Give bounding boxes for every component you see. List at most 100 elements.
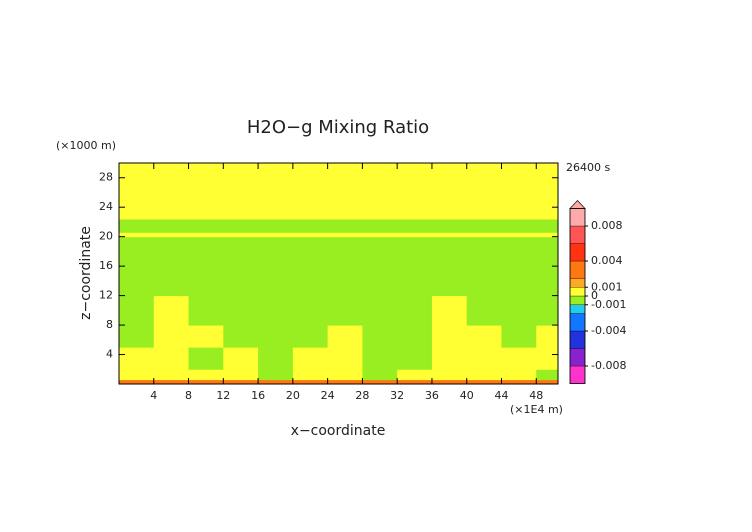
cell: [258, 218, 294, 233]
colorbar-swatch: [569, 365, 586, 384]
chart-title: H2O−g Mixing Ratio: [247, 117, 429, 138]
cell: [362, 232, 398, 238]
cell: [188, 325, 224, 348]
cell: [501, 295, 537, 326]
cell: [223, 236, 259, 297]
cell: [362, 347, 398, 370]
cell: [431, 379, 468, 385]
cell: [258, 325, 294, 348]
colorbar-swatch: [569, 225, 586, 244]
y-tick-label: 20: [99, 230, 113, 243]
cell: [188, 163, 224, 220]
cell: [258, 236, 294, 297]
cell: [292, 347, 329, 370]
colorbar-tick-label: 0: [591, 289, 598, 302]
cell: [536, 325, 559, 348]
cell: [397, 295, 433, 326]
cell: [397, 163, 433, 220]
cell: [119, 218, 155, 233]
x-tick-label: 8: [185, 389, 192, 402]
cell: [223, 232, 259, 238]
cell: [536, 218, 559, 233]
cell: [397, 347, 433, 370]
y-unit: (×1000 m): [56, 139, 116, 152]
cell: [258, 295, 294, 326]
x-tick-label: 12: [216, 389, 230, 402]
cell: [466, 295, 502, 326]
cell: [119, 369, 155, 381]
x-tick-label: 44: [494, 389, 508, 402]
cell: [362, 325, 398, 348]
cell: [431, 236, 468, 297]
cell: [258, 163, 294, 220]
cell: [397, 232, 433, 238]
colorbar-tick-label: 0.004: [591, 254, 623, 267]
cell: [431, 325, 468, 348]
cell: [397, 369, 433, 381]
cell: [188, 218, 224, 233]
cell: [431, 163, 468, 220]
cell: [501, 163, 537, 220]
cell: [431, 369, 468, 381]
x-tick-label: 4: [150, 389, 157, 402]
cell: [119, 347, 155, 370]
time-label: 26400 s: [566, 161, 610, 174]
cell: [536, 379, 559, 385]
x-tick-label: 28: [355, 389, 369, 402]
colorbar-tick-label: -0.001: [591, 298, 626, 311]
cell: [153, 379, 190, 385]
colorbar-tick-label: 0.008: [591, 219, 623, 232]
cell: [536, 232, 559, 238]
cell: [466, 325, 502, 348]
cell: [188, 369, 224, 381]
cell: [292, 379, 329, 385]
x-tick-label: 36: [425, 389, 439, 402]
colorbar-tick-label: 0.001: [591, 280, 623, 293]
cell: [397, 379, 433, 385]
cell: [292, 163, 329, 220]
colorbar-swatch: [569, 330, 586, 349]
x-tick-label: 16: [251, 389, 265, 402]
cell: [153, 218, 190, 233]
cell: [362, 236, 398, 297]
cell: [223, 218, 259, 233]
cell: [431, 218, 468, 233]
cell: [292, 295, 329, 326]
cell: [153, 163, 190, 220]
cell: [119, 295, 155, 326]
cell: [119, 232, 155, 238]
cell: [536, 369, 559, 381]
cell: [362, 379, 398, 385]
y-tick-label: 28: [99, 171, 113, 184]
cell: [153, 236, 190, 297]
cell: [223, 369, 259, 381]
cell: [153, 295, 190, 326]
x-tick-label: 32: [390, 389, 404, 402]
colorbar-swatch: [569, 295, 586, 305]
cell: [119, 379, 155, 385]
cell: [223, 347, 259, 370]
cell: [501, 325, 537, 348]
cell: [362, 369, 398, 381]
cell: [327, 236, 363, 297]
cell: [223, 379, 259, 385]
cell: [431, 232, 468, 238]
cell: [466, 163, 502, 220]
cell: [327, 295, 363, 326]
cell: [501, 347, 537, 370]
cell: [188, 347, 224, 370]
y-tick-label: 8: [106, 318, 113, 331]
cell: [466, 347, 502, 370]
cell: [501, 236, 537, 297]
cell: [362, 295, 398, 326]
colorbar-tick-label: -0.008: [591, 359, 626, 372]
cell: [362, 163, 398, 220]
colorbar-swatch: [569, 278, 586, 288]
y-tick-label: 12: [99, 289, 113, 302]
cell: [501, 232, 537, 238]
cell: [327, 369, 363, 381]
cell: [153, 347, 190, 370]
colorbar-swatch: [569, 260, 586, 279]
cell: [292, 218, 329, 233]
